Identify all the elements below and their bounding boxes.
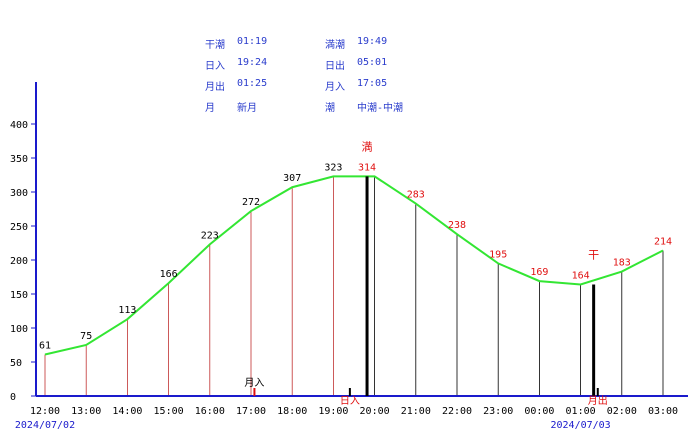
x-tick-label: 15:00 [154, 406, 184, 417]
data-label: 183 [613, 258, 631, 269]
info-sunrise-value: 05:01 [357, 57, 388, 68]
data-label: 307 [283, 173, 301, 184]
x-tick-label: 16:00 [195, 406, 225, 417]
x-tick-label: 14:00 [112, 406, 142, 417]
x-tick-label: 19:00 [318, 406, 348, 417]
data-label: 283 [407, 190, 425, 201]
x-tick-label: 00:00 [524, 406, 554, 417]
data-label: 238 [448, 220, 466, 231]
tide-event-label: 干 [588, 248, 599, 261]
y-tick-label: 200 [10, 256, 28, 267]
data-label: 214 [654, 236, 672, 247]
data-label: 314 [358, 162, 376, 173]
info-sunset-value: 19:24 [237, 57, 268, 68]
info-tide-type-value: 中潮-中潮 [357, 103, 404, 114]
y-tick-label: 250 [10, 222, 28, 233]
info-moonrise-value: 01:25 [237, 78, 268, 89]
info-low-tide-value: 01:19 [237, 36, 268, 47]
y-tick-label: 300 [10, 188, 28, 199]
tide-line [44, 175, 664, 356]
info-moon-label: 月 [205, 103, 215, 114]
x-tick-label: 21:00 [401, 406, 431, 417]
data-label: 61 [39, 341, 51, 352]
astro-label: 月入 [244, 377, 264, 389]
data-label: 169 [530, 267, 548, 278]
info-moonset-label: 月入 [325, 82, 345, 93]
info-low-tide-label: 干潮 [205, 40, 225, 51]
data-label: 195 [489, 249, 507, 260]
y-tick-label: 100 [10, 324, 28, 335]
y-tick-label: 50 [10, 358, 22, 369]
astro-label: 月出 [588, 394, 608, 407]
y-tick-label: 350 [10, 154, 28, 165]
date-label: 2024/07/03 [550, 420, 610, 431]
data-label: 113 [118, 305, 136, 316]
x-tick-label: 23:00 [483, 406, 513, 417]
info-high-tide-value: 19:49 [357, 36, 388, 47]
data-label: 323 [324, 162, 342, 173]
x-tick-label: 01:00 [566, 406, 596, 417]
y-tick-label: 0 [10, 392, 16, 403]
x-tick-label: 20:00 [360, 406, 390, 417]
info-moon-value: 新月 [237, 103, 257, 114]
data-label: 75 [80, 331, 92, 342]
y-tick-label: 150 [10, 290, 28, 301]
data-label: 166 [160, 269, 178, 280]
data-label: 272 [242, 197, 260, 208]
data-label: 164 [572, 270, 590, 281]
tide-event-label: 満 [362, 140, 373, 153]
x-tick-label: 12:00 [30, 406, 60, 417]
x-tick-label: 13:00 [71, 406, 101, 417]
x-tick-label: 02:00 [607, 406, 637, 417]
data-label: 223 [201, 230, 219, 241]
y-tick-label: 400 [10, 120, 28, 131]
info-high-tide-label: 満潮 [325, 40, 345, 51]
x-tick-label: 03:00 [648, 406, 678, 417]
info-moonset-value: 17:05 [357, 78, 388, 89]
info-moonrise-label: 月出 [205, 82, 225, 93]
x-tick-label: 22:00 [442, 406, 472, 417]
astro-label: 日入 [340, 396, 360, 407]
date-label: 2024/07/02 [15, 420, 75, 431]
x-tick-label: 18:00 [277, 406, 307, 417]
x-tick-label: 17:00 [236, 406, 266, 417]
info-sunrise-label: 日出 [325, 61, 345, 72]
info-sunset-label: 日入 [205, 61, 225, 72]
info-tide-type-label: 潮 [325, 103, 335, 114]
